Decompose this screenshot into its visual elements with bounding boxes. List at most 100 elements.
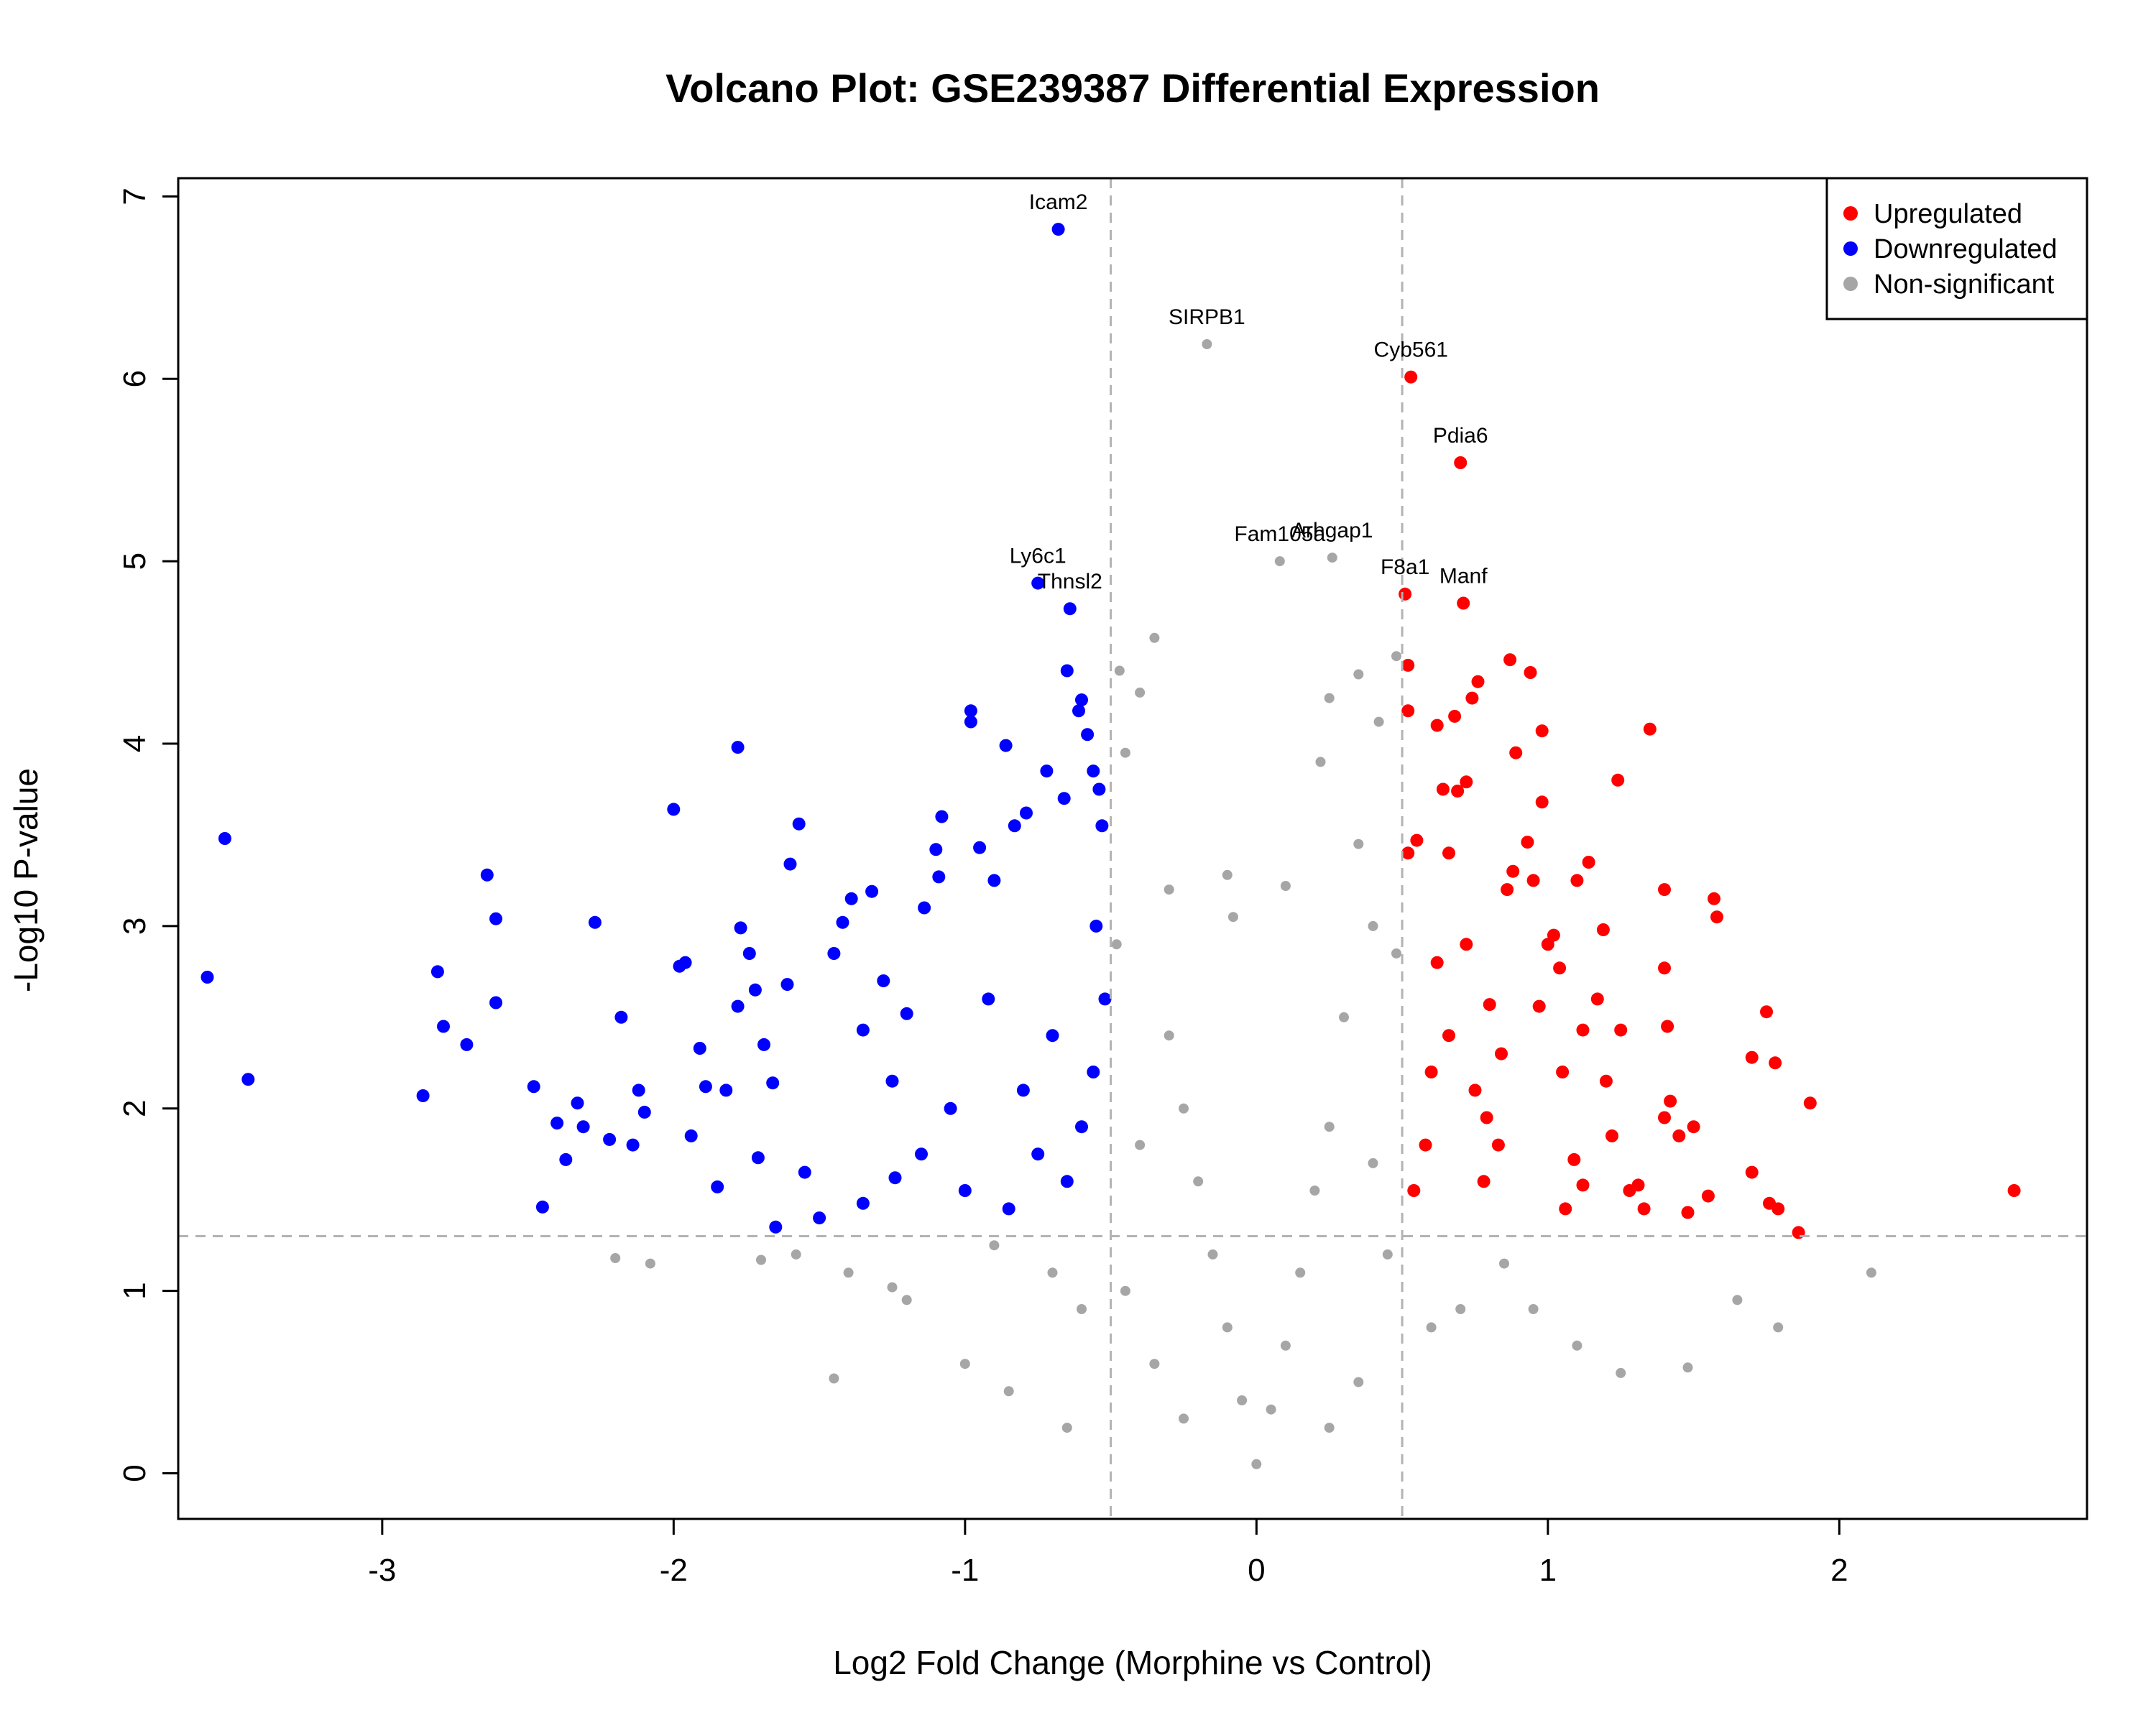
up-point (1448, 709, 1462, 723)
up-point (1643, 722, 1657, 736)
gene-label: Cyb561 (1374, 338, 1448, 362)
up-point (1503, 653, 1517, 667)
down-point (678, 956, 692, 969)
down-point (885, 1074, 899, 1088)
down-point (535, 1200, 549, 1214)
down-point (944, 1101, 957, 1115)
up-point (1468, 1084, 1482, 1097)
down-point (416, 1089, 430, 1102)
gene-label: Manf (1439, 565, 1488, 588)
down-point (1040, 764, 1054, 778)
up-point (1745, 1165, 1759, 1179)
upregulated-points (1399, 370, 2021, 1239)
up-point (1506, 864, 1520, 878)
ns-point (1135, 687, 1146, 698)
ns-point (1373, 716, 1384, 727)
ns-point (1682, 1362, 1693, 1373)
down-point (637, 1105, 651, 1119)
ns-point (1528, 1304, 1539, 1314)
up-point (1556, 1066, 1570, 1078)
ns-point (1773, 1322, 1784, 1333)
up-point (1454, 456, 1468, 469)
y-tick-label: 5 (117, 553, 152, 570)
up-point (1457, 596, 1470, 610)
up-point (1553, 961, 1567, 975)
up-point (1769, 1056, 1782, 1070)
y-axis-label: -Log10 P-value (7, 768, 45, 992)
up-point (1664, 1094, 1677, 1108)
up-point (1576, 1023, 1590, 1037)
x-tick-label: 2 (1830, 1553, 1848, 1588)
ns-point (1499, 1258, 1509, 1269)
down-point (489, 912, 502, 925)
up-point (1424, 1066, 1438, 1078)
up-point (1442, 846, 1455, 860)
down-point (935, 810, 949, 823)
down-point (693, 1042, 706, 1055)
ns-point (1251, 1459, 1262, 1469)
up-point (1407, 1184, 1421, 1197)
up-point (1803, 1096, 1817, 1110)
down-point (489, 996, 502, 1009)
ns-point (610, 1253, 621, 1263)
down-point (1002, 1202, 1015, 1216)
up-point (1471, 675, 1485, 688)
up-point (1570, 874, 1584, 887)
ns-point (1274, 556, 1285, 567)
ns-point (1003, 1386, 1014, 1397)
down-point (711, 1180, 724, 1193)
ns-point (1227, 912, 1238, 923)
down-point (918, 901, 931, 915)
up-point (1509, 746, 1523, 759)
ns-point (1327, 553, 1337, 563)
ns-point (887, 1282, 898, 1293)
down-point (757, 1038, 770, 1051)
up-point (1541, 938, 1554, 951)
down-point (527, 1080, 540, 1094)
down-point (751, 1151, 765, 1165)
x-axis: -3 -2 -1 0 1 2 (368, 1517, 1848, 1588)
down-point (982, 992, 995, 1006)
ns-point (1391, 651, 1401, 662)
gene-label: Ly6c1 (1010, 545, 1067, 568)
down-point (783, 857, 797, 871)
up-point (1460, 938, 1473, 951)
up-point (1567, 1152, 1581, 1166)
legend-box (1825, 177, 2088, 320)
down-point (798, 1165, 811, 1179)
down-point (559, 1152, 573, 1166)
up-point (1399, 587, 1412, 601)
ns-point (829, 1373, 839, 1384)
y-tick-label: 6 (117, 370, 152, 387)
ns-point (1207, 1249, 1218, 1260)
up-point (1460, 775, 1473, 789)
up-point (1401, 704, 1415, 718)
up-point (1483, 998, 1496, 1012)
down-point (1095, 819, 1109, 833)
down-point (999, 739, 1013, 752)
up-point (1430, 956, 1444, 969)
down-point (888, 1171, 902, 1185)
up-point (1687, 1120, 1700, 1134)
down-point (915, 1147, 928, 1161)
down-point (964, 715, 977, 729)
up-point (1745, 1050, 1759, 1064)
down-point (430, 965, 444, 979)
down-point (1098, 992, 1112, 1006)
down-point (460, 1038, 474, 1051)
ns-point (1353, 838, 1364, 849)
down-point (964, 704, 977, 718)
up-point (1404, 370, 1418, 384)
gene-label: Thnsl2 (1038, 570, 1102, 593)
y-tick-label: 3 (117, 918, 152, 935)
up-point (1410, 833, 1424, 847)
down-point (827, 947, 841, 960)
up-point (1599, 1074, 1613, 1088)
up-point (1401, 658, 1415, 672)
legend-marker (1843, 206, 1858, 221)
down-point (1063, 602, 1077, 616)
down-point (792, 817, 806, 831)
